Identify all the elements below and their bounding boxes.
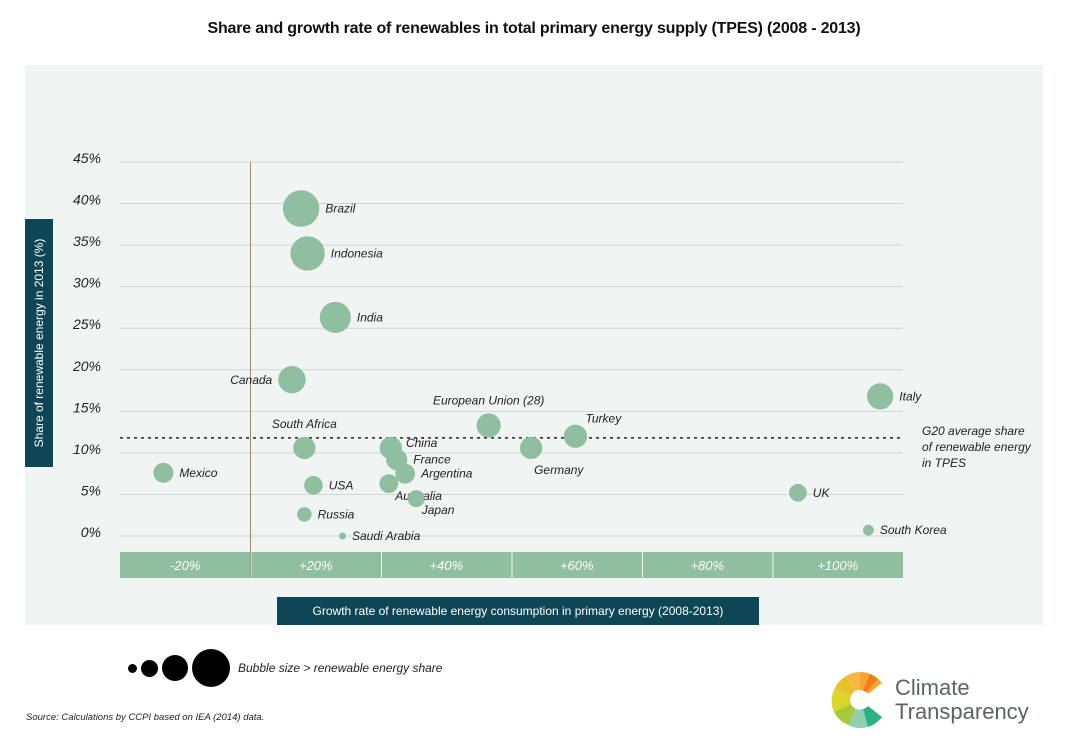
bubble-canada	[278, 366, 306, 394]
bubble-turkey	[563, 424, 588, 448]
y-tick-label: 15%	[73, 399, 101, 415]
bubble-italy	[867, 383, 894, 410]
chart-title: Share and growth rate of renewables in t…	[207, 20, 861, 37]
climate-transparency-logo: Climate Transparency	[830, 668, 1050, 732]
bubble-saudi-arabia	[339, 532, 347, 540]
y-tick-label: 45%	[73, 150, 101, 166]
x-tick-label: +40%	[429, 558, 463, 573]
legend-bubble-m	[162, 655, 188, 681]
x-band	[382, 552, 512, 578]
bubble-label: South Korea	[880, 523, 947, 537]
legend-bubble-l	[192, 649, 230, 687]
y-tick-label: 25%	[72, 316, 101, 332]
bubble-label: France	[413, 453, 451, 467]
y-tick-label: 5%	[81, 482, 101, 498]
bubble-russia	[297, 507, 312, 522]
bubble-argentina	[395, 463, 416, 484]
bubble-brazil	[282, 190, 320, 227]
source-note: Source: Calculations by CCPI based on IE…	[26, 712, 265, 723]
bubble-label: UK	[813, 486, 831, 500]
bubble-label: Brazil	[325, 202, 355, 216]
bubble-label: Argentina	[420, 467, 473, 481]
bubble-label: Italy	[899, 389, 922, 403]
bubble-label: Saudi Arabia	[352, 529, 421, 543]
g20-average-label: of renewable energy	[922, 440, 1032, 454]
y-tick-label: 20%	[72, 358, 101, 374]
legend-bubble-xs	[128, 663, 137, 673]
bubble-label: Indonesia	[331, 246, 383, 260]
x-band	[251, 552, 381, 578]
bubble-india	[319, 301, 351, 333]
y-tick-label: 35%	[73, 233, 101, 249]
bubble-label: Canada	[230, 373, 272, 387]
bubble-south-korea	[862, 524, 874, 536]
bubble-european-union-28	[476, 413, 501, 438]
legend-bubble-s	[141, 659, 158, 677]
bubble-label: Mexico	[179, 466, 217, 480]
x-axis-title: Growth rate of renewable energy consumpt…	[277, 597, 759, 625]
bubble-uk	[789, 483, 807, 502]
bubble-usa	[304, 475, 323, 495]
g20-average-label: in TPES	[922, 456, 966, 470]
x-tick-label: -20%	[170, 558, 200, 573]
bubble-south-africa	[293, 436, 316, 460]
bubble-label: India	[357, 310, 383, 324]
bubble-japan	[407, 490, 425, 508]
logo-text-line2: Transparency	[895, 699, 1029, 724]
bubble-mexico	[153, 462, 174, 483]
bubble-indonesia	[290, 236, 325, 271]
x-band	[643, 552, 773, 578]
x-tick-label: +20%	[299, 558, 333, 573]
g20-average-label: G20 average share	[922, 424, 1025, 438]
bubble-label: Russia	[318, 507, 355, 521]
x-tick-label: +60%	[560, 558, 594, 573]
bubble-label: South Africa	[272, 417, 337, 431]
y-axis-title: Share of renewable energy in 2013 (%)	[32, 238, 46, 448]
bubble-label: European Union (28)	[433, 393, 544, 407]
bubble-germany	[519, 436, 543, 460]
y-tick-label: 30%	[73, 275, 101, 291]
y-tick-label: 0%	[81, 524, 101, 540]
logo-mark-icon	[831, 672, 882, 728]
x-band	[773, 552, 903, 578]
bubble-australia	[379, 474, 399, 494]
x-tick-label: +80%	[690, 558, 724, 573]
y-tick-label: 40%	[73, 192, 101, 208]
y-axis-title-box	[25, 219, 53, 467]
bubble-label: Germany	[534, 463, 584, 477]
x-band	[120, 552, 251, 578]
logo-text: Climate Transparency	[895, 676, 1029, 724]
bubble-label: Turkey	[585, 412, 622, 426]
x-tick-label: +100%	[817, 558, 858, 573]
x-band	[512, 552, 642, 578]
logo-text-line1: Climate	[895, 675, 970, 700]
bubble-label: USA	[329, 478, 354, 492]
legend-text: Bubble size > renewable energy share	[238, 661, 443, 675]
bubble-label: Japan	[421, 503, 455, 517]
bubble-size-legend: Bubble size > renewable energy share	[128, 648, 442, 688]
bubble-label: China	[406, 436, 438, 450]
y-tick-label: 10%	[73, 441, 101, 457]
